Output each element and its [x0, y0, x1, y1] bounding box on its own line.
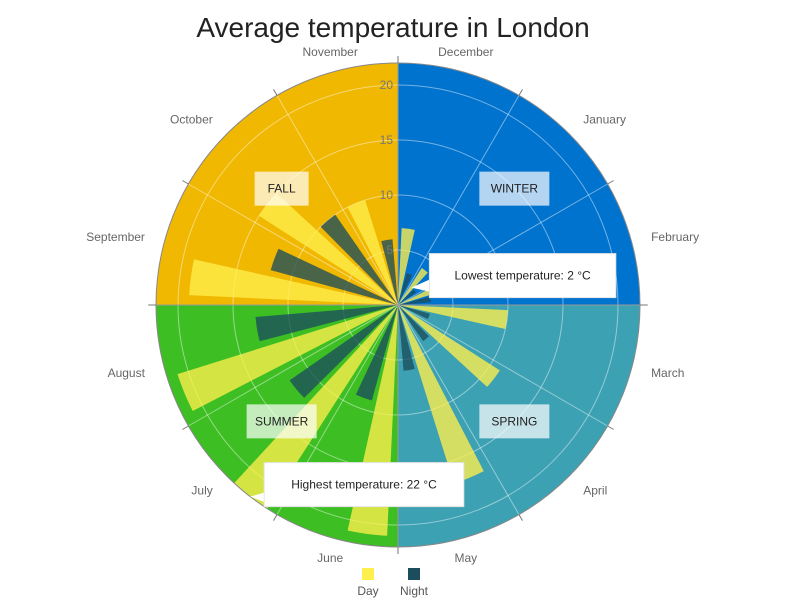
bar-night-september[interactable] — [270, 248, 398, 305]
season-label-winter: WINTER — [479, 171, 550, 206]
season-label-text: SUMMER — [255, 414, 309, 428]
legend-swatch — [408, 568, 420, 580]
bar-day-may[interactable] — [398, 305, 484, 484]
month-label-september: September — [86, 230, 145, 244]
annotation-text: Lowest temperature: 2 °C — [454, 269, 591, 283]
legend-swatch — [362, 568, 374, 580]
month-tick — [182, 425, 189, 430]
bar-night-july[interactable] — [289, 305, 398, 398]
season-label-box — [246, 404, 317, 439]
month-label-july: July — [191, 483, 212, 497]
grid-spoke — [276, 95, 399, 306]
radial-tick-label: 10 — [380, 188, 394, 202]
legend-item-day[interactable]: Day — [357, 568, 379, 598]
annotation-box — [428, 253, 617, 299]
season-label-text: FALL — [268, 182, 296, 196]
grid-spoke — [397, 304, 608, 427]
month-label-january: January — [583, 113, 626, 127]
bar-night-december[interactable] — [398, 273, 413, 305]
bar-day-november[interactable] — [347, 200, 398, 305]
grid-spoke — [397, 95, 520, 306]
bar-night-june[interactable] — [355, 305, 398, 401]
month-label-august: August — [108, 366, 146, 380]
bar-day-april[interactable] — [398, 305, 500, 387]
bar-night-may[interactable] — [398, 305, 415, 371]
bar-day-october[interactable] — [259, 193, 398, 305]
radial-tick-label: 20 — [380, 78, 394, 92]
grid-spoke — [397, 304, 520, 515]
bar-night-january[interactable] — [398, 289, 417, 305]
grid-spoke — [188, 304, 399, 427]
month-label-october: October — [170, 113, 213, 127]
annotation-box — [263, 462, 465, 508]
radial-tick-label: 5 — [386, 243, 393, 257]
bar-day-december[interactable] — [398, 228, 415, 305]
month-tick — [273, 514, 278, 521]
bar-night-march[interactable] — [398, 305, 430, 320]
season-label-fall: FALL — [254, 171, 309, 206]
season-label-text: WINTER — [491, 182, 539, 196]
season-label-box — [254, 171, 309, 206]
bar-day-january[interactable] — [398, 267, 428, 305]
annotations: Lowest temperature: 2 °C Highest temperat… — [250, 253, 617, 508]
month-label-november: November — [303, 45, 358, 59]
month-label-december: December — [438, 45, 493, 59]
bar-day-september[interactable] — [189, 259, 398, 305]
radial-tick-label: 15 — [380, 133, 394, 147]
bar-night-november[interactable] — [381, 239, 398, 305]
bar-day-march[interactable] — [398, 305, 508, 329]
bar-night-april[interactable] — [398, 305, 429, 342]
month-tick — [273, 89, 278, 96]
month-label-april: April — [583, 483, 607, 497]
annotation-text: Highest temperature: 22 °C — [291, 478, 437, 492]
season-label-box — [479, 404, 550, 439]
month-label-june: June — [317, 551, 343, 565]
chart-title: Average temperature in London — [196, 12, 589, 43]
labels: December January February March April May June… — [86, 45, 699, 565]
legend: Day Night — [357, 568, 429, 598]
month-label-march: March — [651, 366, 684, 380]
month-tick — [518, 89, 523, 96]
bar-night-february[interactable] — [398, 296, 431, 305]
month-tick — [607, 180, 614, 185]
grid-spoke — [188, 183, 399, 306]
annotation-pointer — [411, 279, 430, 292]
season-label-text: SPRING — [491, 414, 537, 428]
season-label-summer: SUMMER — [246, 404, 317, 439]
month-label-february: February — [651, 230, 699, 244]
month-tick — [518, 514, 523, 521]
month-tick — [182, 180, 189, 185]
annotation-lowest: Lowest temperature: 2 °C — [411, 253, 617, 299]
bar-night-october[interactable] — [320, 214, 398, 305]
month-label-may: May — [454, 551, 477, 565]
legend-item-night[interactable]: Night — [400, 568, 429, 598]
bars — [177, 193, 508, 536]
legend-label: Day — [357, 584, 378, 598]
legend-label: Night — [400, 584, 429, 598]
season-label-box — [479, 171, 550, 206]
bar-night-august[interactable] — [255, 305, 399, 342]
annotation-highest: Highest temperature: 22 °C — [250, 462, 465, 508]
bar-day-august[interactable] — [177, 305, 398, 411]
season-label-spring: SPRING — [479, 404, 550, 439]
month-tick — [607, 425, 614, 430]
